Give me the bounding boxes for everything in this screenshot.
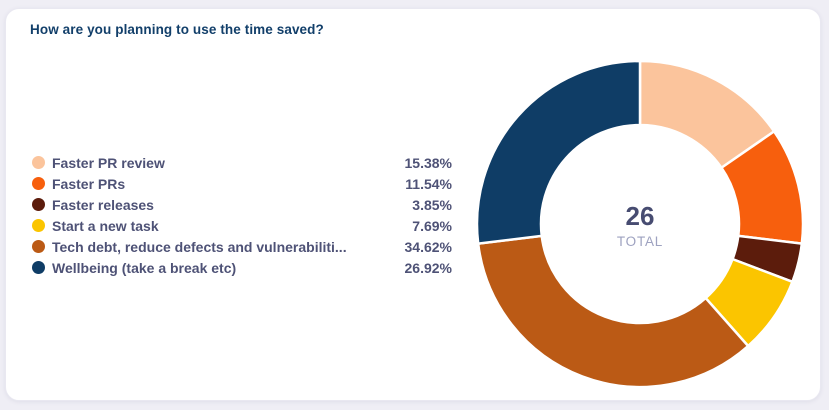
legend-swatch-icon xyxy=(32,219,45,232)
legend-label: Start a new task xyxy=(52,217,159,234)
legend-percent: 34.62% xyxy=(404,238,452,255)
legend-percent: 15.38% xyxy=(404,154,452,171)
legend-percent: 3.85% xyxy=(412,196,452,213)
donut-slice[interactable] xyxy=(475,59,642,245)
legend-swatch-icon xyxy=(32,177,45,190)
survey-chart-card: How are you planning to use the time sav… xyxy=(5,8,821,401)
legend-swatch-icon xyxy=(32,240,45,253)
legend-label: Faster PRs xyxy=(52,175,126,192)
donut-chart: 26 TOTAL xyxy=(470,54,810,394)
legend-percent: 26.92% xyxy=(404,259,452,276)
legend-label: Faster PR review xyxy=(52,154,165,171)
legend-label: Wellbeing (take a break etc) xyxy=(52,259,237,276)
donut-chart-svg xyxy=(475,59,805,389)
donut-slice[interactable] xyxy=(476,234,750,389)
chart-title: How are you planning to use the time sav… xyxy=(30,22,324,37)
legend-item[interactable]: Tech debt, reduce defects and vulnerabil… xyxy=(32,236,452,257)
legend-label: Tech debt, reduce defects and vulnerabil… xyxy=(52,238,347,255)
legend-swatch-icon xyxy=(32,261,45,274)
legend-item[interactable]: Faster PRs 11.54% xyxy=(32,173,452,194)
chart-legend: Faster PR review 15.38% Faster PRs 11.54% Fa… xyxy=(32,152,452,278)
legend-percent: 11.54% xyxy=(405,175,452,192)
legend-swatch-icon xyxy=(32,198,45,211)
legend-percent: 7.69% xyxy=(412,217,452,234)
legend-swatch-icon xyxy=(32,156,45,169)
legend-item[interactable]: Wellbeing (take a break etc) 26.92% xyxy=(32,257,452,278)
legend-item[interactable]: Start a new task 7.69% xyxy=(32,215,452,236)
legend-item[interactable]: Faster PR review 15.38% xyxy=(32,152,452,173)
legend-item[interactable]: Faster releases 3.85% xyxy=(32,194,452,215)
legend-label: Faster releases xyxy=(52,196,154,213)
